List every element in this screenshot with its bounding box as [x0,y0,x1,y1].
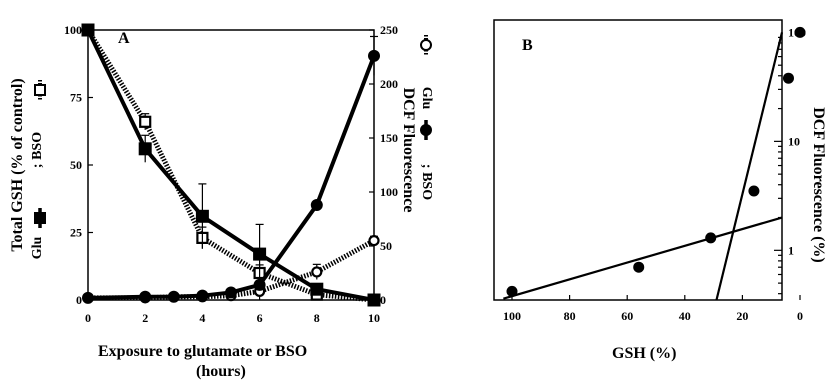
panel-a-data-point [82,291,94,304]
panel-a-right-tick-label: 50 [380,239,392,253]
panel-a-x-tick-label: 10 [368,311,380,325]
panel-a-left-tick-label: 50 [70,158,82,172]
panel-b-frame [493,19,783,301]
panel-a-right-tick-label: 250 [380,23,398,37]
panel-a-xlabel-line1: Exposure to glutamate or BSO [98,343,308,360]
panel-a-right-ylabel-bso: ; BSO [419,163,434,201]
panel-b-data-point [794,26,806,38]
panel-a-data-point [368,235,380,247]
panel-a-right-ylabel: DCF Fluorescence [400,87,417,213]
panel-a-x-tick-label: 2 [142,311,148,325]
panel-a-right-tick-label: 0 [380,293,386,307]
panel-b-x-tick-label: 40 [679,309,691,323]
panel-a-series-line [85,28,375,303]
panel-a-data-point [167,290,180,303]
panel-a-data-point [311,266,323,278]
panel-a-series-line [88,238,376,301]
panel-b-data-point [748,185,760,197]
panel-a-left-ylabel: Total GSH (% of control) [9,78,26,252]
panel-a-data-point [253,247,267,261]
panel-a-data-point [195,209,209,223]
panel-a-legend-glu-square-marker [34,212,46,224]
panel-a-right-tick-label: 200 [380,77,398,91]
panel-b-data-point [705,232,717,244]
panel-b-chart: 100806040200110100 [493,19,806,323]
panel-a-x-tick-label: 4 [199,311,205,325]
panel-a-left-tick-label: 25 [70,226,82,240]
panel-a-left-ylabel-glu: Glu [30,236,45,260]
panel-a-left-ylabel-bso: ; BSO [30,131,45,169]
panel-b-right-ylabel: DCF Fluorescence (%) [810,107,827,263]
panel-a-letter: A [118,30,130,47]
panel-a-data-point [81,23,95,37]
panel-a-data-point [139,115,152,128]
panel-b-data-point [782,72,794,84]
panel-b-x-tick-label: 0 [797,309,803,323]
panel-a-data-point [253,278,266,291]
panel-a-right-tick-label: 100 [380,185,398,199]
panel-a-left-tick-label: 0 [76,293,82,307]
panel-b-y-tick-label: 1 [788,243,794,257]
panel-a-xlabel-line2: (hours) [196,363,246,380]
panel-a-right-ylabel-glu: Glu [419,86,434,110]
panel-a-data-point [310,198,323,211]
panel-a-series-line [86,29,375,302]
panel-a-data-point [196,289,209,302]
panel-a-data-point [139,290,152,303]
panel-b-y-tick-label: 10 [788,134,800,148]
panel-a-legend-glu-circle-marker [420,124,432,136]
panel-b-x-tick-label: 100 [503,309,521,323]
panel-b-data-point [506,285,518,297]
panel-b-fit-line [503,216,783,300]
panel-a-left-tick-label: 75 [70,91,82,105]
panel-b-letter: B [522,37,533,54]
panel-a-legend-bso-circle-marker [420,39,432,51]
panel-b-x-tick-label: 20 [736,309,748,323]
panel-a-right-tick-label: 150 [380,131,398,145]
panel-a-data-point [310,282,324,296]
panel-a-x-tick-label: 8 [314,311,320,325]
panel-a-data-point [225,286,237,299]
panel-b-x-tick-label: 80 [564,309,576,323]
panel-a-legend-bso-square-marker [34,84,46,96]
panel-b-xlabel: GSH (%) [612,345,677,362]
panel-a-data-point [138,142,152,156]
panel-b-data-point [633,261,645,273]
panel-a-data-point [367,293,381,307]
panel-a-data-point [368,49,380,62]
panel-a-x-tick-label: 6 [257,311,263,325]
panel-a-left-tick-label: 100 [64,23,82,37]
panel-b-x-tick-label: 60 [621,309,633,323]
panel-a-x-tick-label: 0 [85,311,91,325]
panel-b-fit-line [715,32,784,301]
